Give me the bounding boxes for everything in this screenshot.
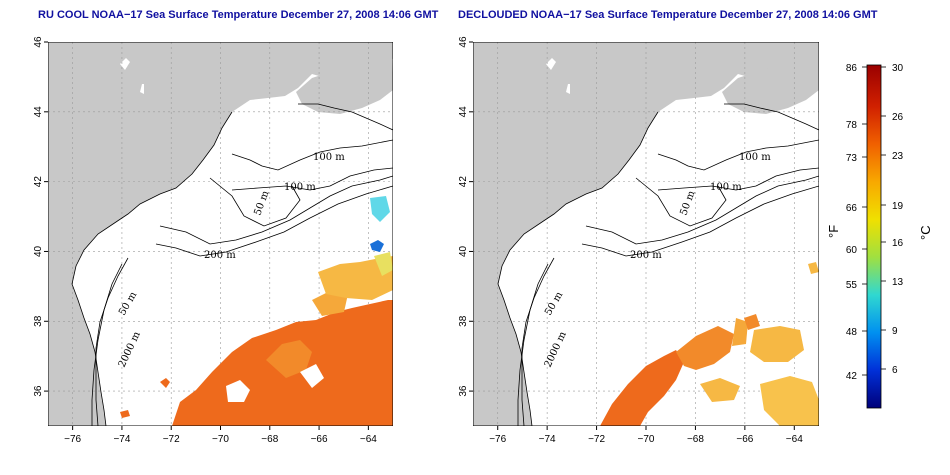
lat-tick-label: 38 [33,315,44,327]
colorbar-scale [866,64,882,409]
nova-scotia [296,56,393,114]
colorbar-c-label: 9 [892,326,898,337]
coastline [497,111,659,426]
lon-tick-label: −68 [687,434,704,445]
lat-tick-label: 36 [458,385,469,397]
colorbar: 86 78 73 66 60 55 48 42 30 26 23 19 16 13 9 6 °F °C [826,63,933,409]
lon-tick-label: −74 [113,434,130,445]
lat-tick-label: 38 [458,315,469,327]
lon-tick-label: −68 [261,434,278,445]
lake [566,84,570,94]
nova-scotia [722,56,819,114]
colorbar-f-label: 73 [846,153,858,164]
lon-tick-label: −72 [163,434,180,445]
contour-label-200m: 200 m [204,250,236,261]
right-sst-map [473,42,819,426]
fahrenheit-label: °F [826,225,841,238]
right-axes: −76 −74 −72 −70 −68 −66 −64 46 44 42 40 38 36 [458,36,803,445]
bathymetry-contours [91,103,393,426]
contour-label-100m: 100 m [313,152,345,163]
lon-tick-label: −64 [360,434,377,445]
colorbar-f-label: 78 [846,120,858,131]
lon-tick-label: −70 [212,434,229,445]
lat-tick-label: 42 [458,176,469,188]
bathymetry-contours [517,103,819,426]
colorbar-f-label: 66 [846,203,858,214]
lat-tick-label: 40 [33,245,44,257]
lon-tick-label: −76 [64,434,81,445]
colorbar-f-label: 60 [846,245,858,256]
graticule [473,42,819,426]
lat-tick-label: 46 [33,36,44,48]
colorbar-f-label: 55 [846,280,858,291]
right-map-title: DECLOUDED NOAA−17 Sea Surface Temperatur… [458,9,878,21]
lake [140,84,144,94]
lat-tick-label: 46 [458,36,469,48]
land-mass [473,42,819,426]
left-sst-map [48,42,393,426]
left-map-title: RU COOL NOAA−17 Sea Surface Temperature … [38,9,439,21]
land-mass [48,42,393,426]
lon-tick-label: −64 [786,434,803,445]
colorbar-c-label: 23 [892,151,904,162]
celsius-label: °C [918,225,933,240]
lat-tick-label: 40 [458,245,469,257]
contour-label-200m: 200 m [630,250,662,261]
lon-tick-label: −66 [736,434,753,445]
lon-tick-label: −70 [638,434,655,445]
lat-tick-label: 36 [33,385,44,397]
colorbar-f-label: 42 [846,371,858,382]
lon-tick-label: −74 [539,434,556,445]
contour-label-100m: 100 m [739,152,771,163]
colorbar-c-label: 6 [892,365,898,376]
lon-tick-label: −72 [588,434,605,445]
left-axes: −76 −74 −72 −70 −68 −66 −64 46 44 42 40 38 36 [33,36,377,445]
lat-tick-label: 44 [33,106,44,118]
colorbar-c-label: 16 [892,238,904,249]
colorbar-c-label: 19 [892,201,904,212]
sst-data [600,262,819,426]
lon-tick-label: −76 [489,434,506,445]
colorbar-ticks: 86 78 73 66 60 55 48 42 30 26 23 19 16 13 9 6 [846,63,904,382]
colorbar-c-label: 26 [892,112,904,123]
sst-data [120,196,393,426]
colorbar-f-label: 48 [846,327,858,338]
contour-label-100m: 100 m [284,182,316,193]
lon-tick-label: −66 [311,434,328,445]
lat-tick-label: 44 [458,106,469,118]
lake [120,58,130,70]
colorbar-f-label: 86 [846,63,858,74]
colorbar-c-label: 30 [892,63,904,74]
contour-label-100m: 100 m [710,182,742,193]
coastline [71,111,233,426]
colorbar-c-label: 13 [892,277,904,288]
lake [546,58,556,70]
lat-tick-label: 42 [33,176,44,188]
